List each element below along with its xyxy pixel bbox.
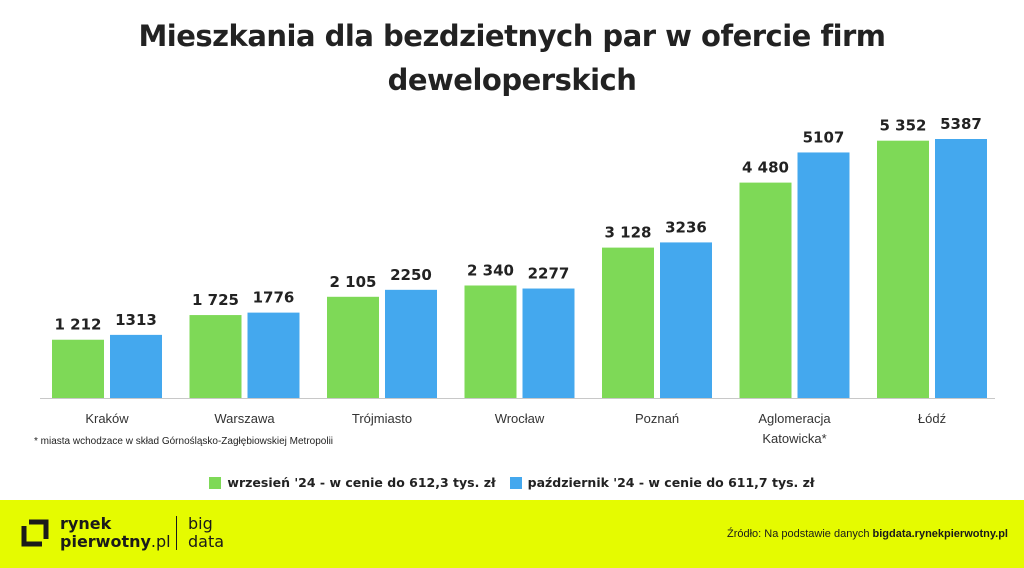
bar-september-katowice <box>739 182 792 398</box>
data-label-october-warszawa: 1776 <box>253 289 295 307</box>
bar-chart: 1 212 1313 Kraków 1 725 1776 Warszawa 2 105 225… <box>40 115 995 446</box>
legend-item-october: październik '24 - w cenie do 611,7 tys. … <box>509 475 815 490</box>
x-tick-label-warszawa: Warszawa <box>214 411 275 426</box>
footnote: * miasta wchodzace w skład Górnośląsko-Z… <box>34 436 334 447</box>
bar-october-katowice <box>797 152 850 398</box>
legend-swatch-september <box>209 476 222 489</box>
data-label-september-warszawa: 1 725 <box>192 291 239 309</box>
bar-september-wroclaw <box>464 285 517 398</box>
bar-october-poznan <box>660 242 712 398</box>
bar-october-krakow <box>110 334 162 398</box>
brand-line-1: rynek <box>60 514 112 533</box>
brand-line-2-suffix: .pl <box>150 532 171 551</box>
bar-september-trojmiasto <box>327 296 379 398</box>
data-label-september-krakow: 1 212 <box>55 316 102 334</box>
chart-title-line-1: Mieszkania dla bezdzietnych par w oferci… <box>138 19 886 53</box>
source-link[interactable]: bigdata.rynekpierwotny.pl <box>872 528 1009 540</box>
legend-swatch-october <box>509 476 522 489</box>
bigdata-line-2: data <box>188 532 225 551</box>
rynekpierwotny-logo-icon <box>21 519 49 547</box>
x-tick-label-wroclaw: Wrocław <box>495 411 545 426</box>
legend-item-september: wrzesień '24 - w cenie do 612,3 tys. zł <box>209 475 496 490</box>
chart-title-line-2: deweloperskich <box>387 63 637 97</box>
x-tick-label-trojmiasto: Trójmiasto <box>352 411 412 426</box>
bar-october-lodz <box>935 139 987 398</box>
bigdata-line-1: big <box>188 514 213 533</box>
bar-september-lodz <box>877 140 929 399</box>
data-label-september-lodz: 5 352 <box>880 117 927 135</box>
source-prefix: Źródło: Na podstawie danych <box>726 528 870 540</box>
data-label-september-poznan: 3 128 <box>605 224 652 242</box>
data-label-september-wroclaw: 2 340 <box>467 261 514 279</box>
data-label-october-trojmiasto: 2250 <box>390 266 432 284</box>
x-tick-label-katowice-2: Katowicka* <box>762 431 826 446</box>
chart-title: Mieszkania dla bezdzietnych par w oferci… <box>0 14 1024 102</box>
legend-label-october: październik '24 - w cenie do 611,7 tys. … <box>527 475 815 490</box>
data-label-october-lodz: 5387 <box>940 115 982 133</box>
bigdata-logo-text: big data <box>188 515 224 551</box>
x-tick-label-lodz: Łódź <box>918 411 946 426</box>
bar-october-warszawa <box>247 312 300 398</box>
brand-divider <box>176 516 177 550</box>
bar-september-warszawa <box>189 315 242 398</box>
x-tick-label-katowice-1: Aglomeracja <box>758 411 831 426</box>
x-tick-label-poznan: Poznań <box>635 411 679 426</box>
bar-september-krakow <box>52 339 104 398</box>
footer-bar: rynek pierwotny.pl big data Źródło: Na p… <box>0 500 1024 568</box>
x-tick-label-krakow: Kraków <box>85 411 129 426</box>
legend-label-september: wrzesień '24 - w cenie do 612,3 tys. zł <box>227 475 496 490</box>
bar-october-trojmiasto <box>385 289 437 398</box>
data-label-september-trojmiasto: 2 105 <box>330 273 377 291</box>
bar-september-poznan <box>602 247 654 398</box>
data-label-october-krakow: 1313 <box>115 311 157 329</box>
bar-october-wroclaw <box>522 288 575 398</box>
brand-logo-text: rynek pierwotny.pl <box>60 515 171 551</box>
source-note: Źródło: Na podstawie danych bigdata.ryne… <box>727 528 1008 540</box>
data-label-october-katowice: 5107 <box>803 128 845 146</box>
data-label-september-katowice: 4 480 <box>742 159 789 177</box>
brand-line-2: pierwotny <box>60 532 151 551</box>
chart-legend: wrzesień '24 - w cenie do 612,3 tys. zł … <box>0 475 1024 490</box>
data-label-october-wroclaw: 2277 <box>528 265 570 283</box>
data-label-october-poznan: 3236 <box>665 218 707 236</box>
